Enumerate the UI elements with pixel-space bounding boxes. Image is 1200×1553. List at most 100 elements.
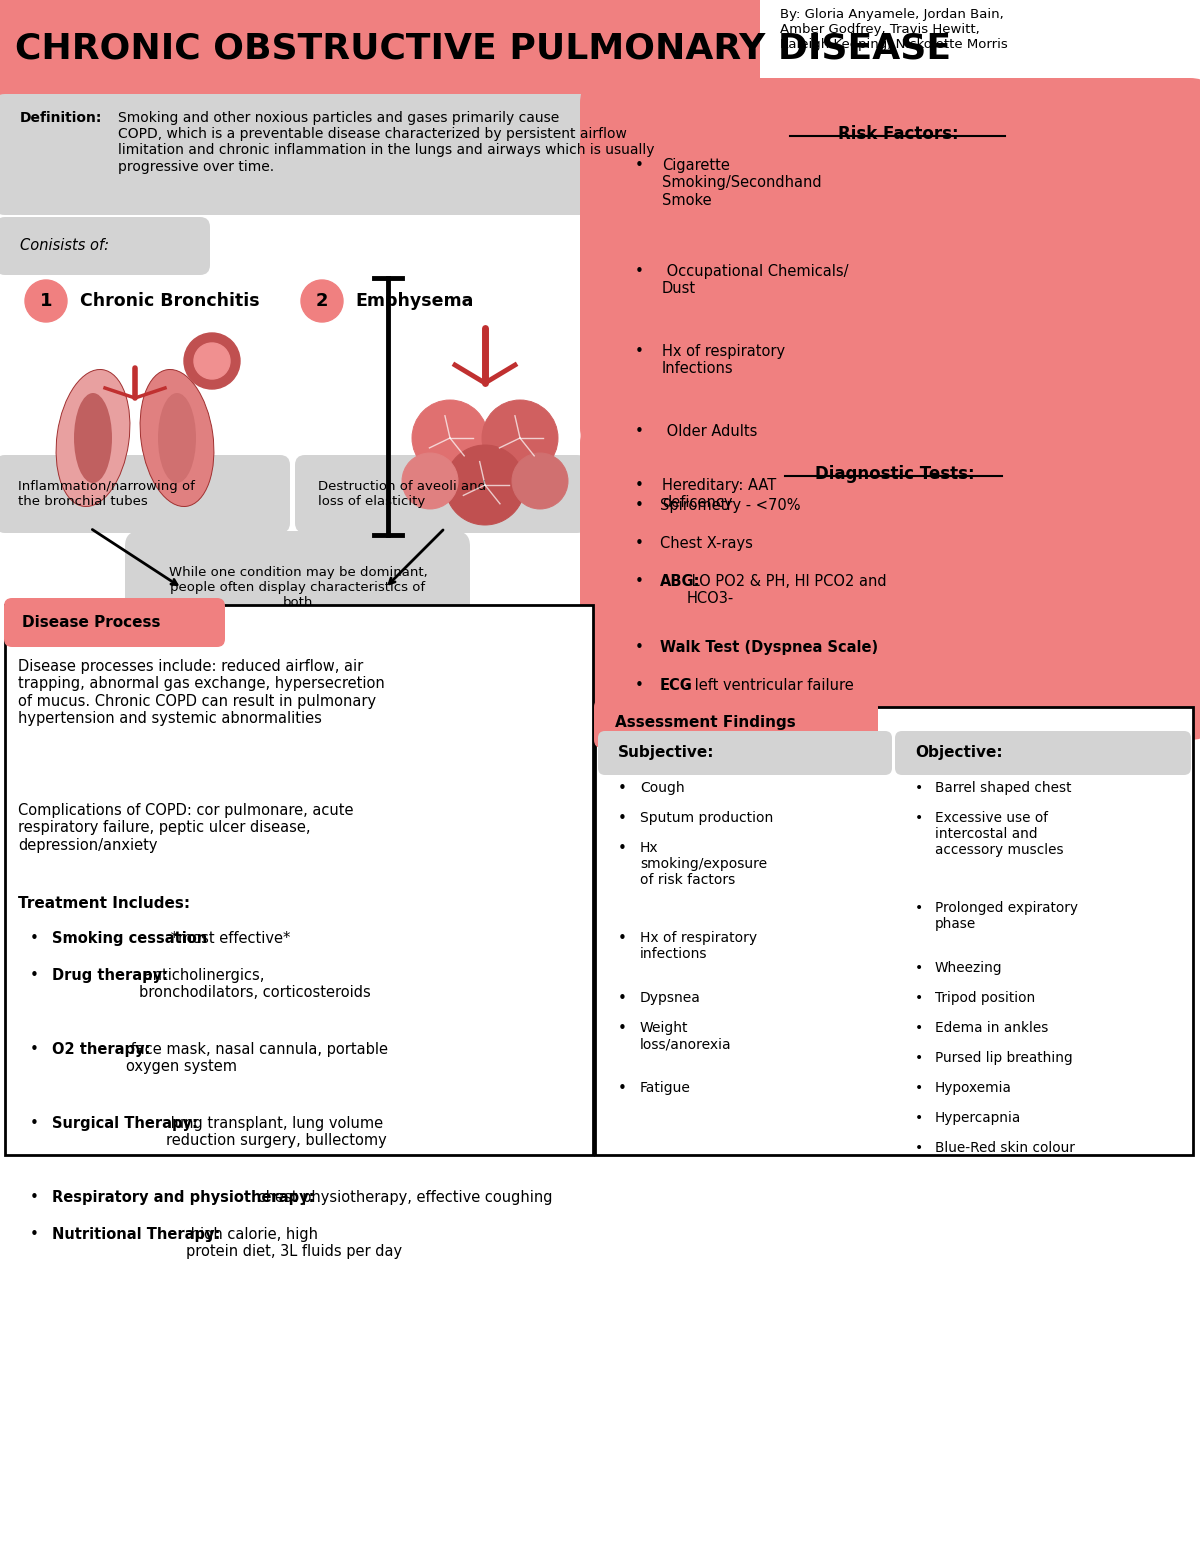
Text: Cigarette
Smoking/Secondhand
Smoke: Cigarette Smoking/Secondhand Smoke: [662, 158, 822, 208]
FancyBboxPatch shape: [895, 731, 1190, 775]
Text: By: Gloria Anyamele, Jordan Bain,
Amber Godfrey, Travis Hewitt,
Kaleigh Keeping,: By: Gloria Anyamele, Jordan Bain, Amber …: [780, 8, 1008, 51]
Text: O2 therapy:: O2 therapy:: [52, 1042, 150, 1058]
Circle shape: [445, 446, 526, 525]
Text: chest physiotherapy, effective coughing: chest physiotherapy, effective coughing: [253, 1190, 552, 1205]
Circle shape: [25, 280, 67, 321]
Text: Treatment Includes:: Treatment Includes:: [18, 896, 190, 912]
Text: •: •: [30, 1227, 38, 1242]
Circle shape: [402, 453, 458, 509]
Text: Weight
loss/anorexia: Weight loss/anorexia: [640, 1020, 732, 1051]
Text: •: •: [635, 575, 644, 589]
Circle shape: [194, 343, 230, 379]
Text: Smoking and other noxious particles and gases primarily cause
COPD, which is a p: Smoking and other noxious particles and …: [118, 110, 654, 174]
Text: •: •: [618, 781, 626, 797]
FancyBboxPatch shape: [0, 95, 752, 214]
Text: •: •: [635, 640, 644, 655]
Text: Cough: Cough: [640, 781, 685, 795]
Text: Occupational Chemicals/
Dust: Occupational Chemicals/ Dust: [662, 264, 848, 297]
Circle shape: [301, 280, 343, 321]
Text: ECG: ECG: [660, 679, 692, 693]
Text: lung transplant, lung volume
reduction surgery, bullectomy: lung transplant, lung volume reduction s…: [166, 1117, 386, 1148]
Text: 2: 2: [316, 292, 329, 311]
Text: - left ventricular failure: - left ventricular failure: [680, 679, 854, 693]
Text: Pursed lip breathing: Pursed lip breathing: [935, 1051, 1073, 1065]
Text: Respiratory and physiotherapy:: Respiratory and physiotherapy:: [52, 1190, 314, 1205]
Text: •: •: [916, 901, 923, 915]
Text: Inflammation/narrowing of
the bronchial tubes: Inflammation/narrowing of the bronchial …: [18, 480, 194, 508]
Text: •: •: [916, 811, 923, 825]
Text: •: •: [916, 781, 923, 795]
Text: •: •: [618, 842, 626, 856]
Text: Destruction of aveoli and
loss of elasticity: Destruction of aveoli and loss of elasti…: [318, 480, 486, 508]
FancyBboxPatch shape: [594, 699, 878, 749]
Text: While one condition may be dominant,
people often display characteristics of
bot: While one condition may be dominant, peo…: [169, 567, 427, 609]
Text: anticholinergics,
bronchodilators, corticosteroids: anticholinergics, bronchodilators, corti…: [139, 968, 371, 1000]
Text: •: •: [916, 1141, 923, 1155]
Text: Conisists of:: Conisists of:: [20, 239, 109, 253]
Text: Walk Test (Dyspnea Scale): Walk Test (Dyspnea Scale): [660, 640, 878, 655]
FancyBboxPatch shape: [295, 455, 587, 533]
Text: Disease Process: Disease Process: [22, 615, 161, 631]
Circle shape: [184, 332, 240, 388]
Text: ABG:: ABG:: [660, 575, 701, 589]
Circle shape: [482, 401, 558, 477]
Text: Hypercapnia: Hypercapnia: [935, 1110, 1021, 1124]
Text: •: •: [916, 1051, 923, 1065]
FancyBboxPatch shape: [580, 78, 1200, 453]
Text: •: •: [30, 930, 38, 946]
Text: Blue-Red skin colour: Blue-Red skin colour: [935, 1141, 1075, 1155]
Text: face mask, nasal cannula, portable
oxygen system: face mask, nasal cannula, portable oxyge…: [126, 1042, 388, 1075]
Bar: [595, 707, 1193, 1155]
Text: •: •: [916, 1081, 923, 1095]
Bar: [5, 606, 593, 1155]
Text: Definition:: Definition:: [20, 110, 102, 124]
Text: Smoking cessation: Smoking cessation: [52, 930, 208, 946]
Text: Older Adults: Older Adults: [662, 424, 757, 439]
Text: •: •: [916, 961, 923, 975]
Text: •: •: [916, 1020, 923, 1034]
Text: Excessive use of
intercostal and
accessory muscles: Excessive use of intercostal and accesso…: [935, 811, 1063, 857]
FancyBboxPatch shape: [580, 418, 1200, 739]
Text: Disease processes include: reduced airflow, air
trapping, abnormal gas exchange,: Disease processes include: reduced airfl…: [18, 658, 385, 727]
Text: Hx of respiratory
Infections: Hx of respiratory Infections: [662, 345, 785, 376]
Text: Hx of respiratory
infections: Hx of respiratory infections: [640, 930, 757, 961]
Text: •: •: [618, 991, 626, 1006]
Text: Nutritional Therapy:: Nutritional Therapy:: [52, 1227, 221, 1242]
Text: •: •: [635, 499, 644, 512]
Text: Tripod position: Tripod position: [935, 991, 1036, 1005]
Text: Assessment Findings: Assessment Findings: [616, 716, 796, 730]
Text: Chronic Bronchitis: Chronic Bronchitis: [80, 292, 259, 311]
FancyBboxPatch shape: [4, 598, 226, 648]
Text: •: •: [635, 478, 644, 492]
Text: LO PO2 & PH, HI PCO2 and
HCO3-: LO PO2 & PH, HI PCO2 and HCO3-: [686, 575, 887, 606]
Text: •: •: [30, 1117, 38, 1131]
Text: •: •: [635, 345, 644, 359]
Text: Drug therapy:: Drug therapy:: [52, 968, 168, 983]
Text: •: •: [618, 1020, 626, 1036]
Text: •: •: [635, 536, 644, 551]
Text: Subjective:: Subjective:: [618, 745, 714, 761]
FancyBboxPatch shape: [0, 217, 210, 275]
Text: Barrel shaped chest: Barrel shaped chest: [935, 781, 1072, 795]
Text: •: •: [618, 1081, 626, 1096]
Text: •: •: [916, 1110, 923, 1124]
Text: •: •: [916, 991, 923, 1005]
FancyBboxPatch shape: [0, 455, 290, 533]
Text: Edema in ankles: Edema in ankles: [935, 1020, 1049, 1034]
Ellipse shape: [56, 370, 130, 506]
Circle shape: [412, 401, 488, 477]
Text: •: •: [618, 930, 626, 946]
Text: *most effective*: *most effective*: [166, 930, 290, 946]
Text: Wheezing: Wheezing: [935, 961, 1002, 975]
Text: Emphysema: Emphysema: [355, 292, 473, 311]
Text: Complications of COPD: cor pulmonare, acute
respiratory failure, peptic ulcer di: Complications of COPD: cor pulmonare, ac…: [18, 803, 354, 853]
Text: •: •: [635, 679, 644, 693]
Text: Surgical Therapy:: Surgical Therapy:: [52, 1117, 198, 1131]
Bar: [0, 0, 760, 98]
Text: •: •: [635, 264, 644, 280]
Text: Hypoxemia: Hypoxemia: [935, 1081, 1012, 1095]
Text: Hereditary: AAT
deficency: Hereditary: AAT deficency: [662, 478, 776, 511]
Ellipse shape: [158, 393, 196, 483]
Text: •: •: [635, 424, 644, 439]
Ellipse shape: [74, 393, 112, 483]
